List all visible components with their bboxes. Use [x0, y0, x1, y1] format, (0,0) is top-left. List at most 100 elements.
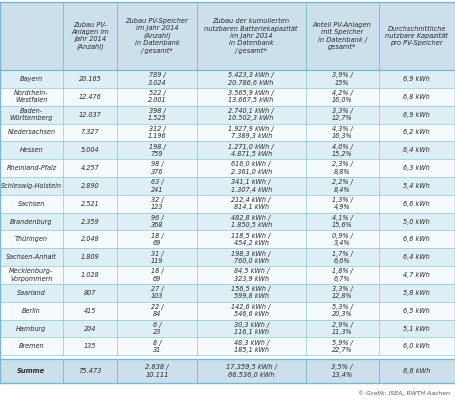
Text: Bayern: Bayern — [20, 76, 43, 82]
Bar — [63, 177, 117, 195]
Text: 142,6 kWh /
546,6 kWh: 142,6 kWh / 546,6 kWh — [232, 304, 271, 317]
Bar — [197, 302, 306, 320]
Text: 6,3 kWh: 6,3 kWh — [404, 165, 430, 171]
Bar — [117, 2, 197, 70]
Text: 96 /
368: 96 / 368 — [151, 215, 163, 228]
Text: 63 /
241: 63 / 241 — [151, 179, 163, 192]
Bar — [379, 284, 455, 302]
Bar — [306, 284, 379, 302]
Text: 3,3% /
12,7%: 3,3% / 12,7% — [332, 108, 353, 121]
Bar — [197, 320, 306, 338]
Bar — [63, 359, 117, 383]
Text: 0,9% /
3,4%: 0,9% / 3,4% — [332, 233, 353, 246]
Text: 212,4 kWh /
814,1 kWh: 212,4 kWh / 814,1 kWh — [232, 197, 271, 210]
Text: 2.890: 2.890 — [81, 183, 99, 189]
Text: 75.473: 75.473 — [78, 368, 102, 374]
Bar — [117, 302, 197, 320]
Bar — [63, 213, 117, 230]
Text: 198,3 kWh /
760,0 kWh: 198,3 kWh / 760,0 kWh — [232, 250, 271, 264]
Text: 7.327: 7.327 — [81, 130, 99, 136]
Bar — [197, 88, 306, 106]
Text: 27 /
103: 27 / 103 — [151, 286, 163, 300]
Bar — [63, 338, 117, 355]
Text: 415: 415 — [84, 308, 96, 314]
Text: 12.476: 12.476 — [79, 94, 101, 100]
Bar — [197, 284, 306, 302]
Bar — [0, 284, 63, 302]
Text: 98 /
376: 98 / 376 — [151, 162, 163, 175]
Text: Zubau PV-
Anlagen im
Jahr 2014
(Anzahl): Zubau PV- Anlagen im Jahr 2014 (Anzahl) — [71, 22, 109, 50]
Bar — [197, 266, 306, 284]
Text: Berlin: Berlin — [22, 308, 41, 314]
Text: 1.028: 1.028 — [81, 272, 99, 278]
Text: 5.423,3 kWh /
20.786,6 kWh: 5.423,3 kWh / 20.786,6 kWh — [228, 72, 274, 86]
Text: 4,7 kWh: 4,7 kWh — [404, 272, 430, 278]
Text: 3,9% /
15%: 3,9% / 15% — [332, 72, 353, 86]
Text: Anteil PV-Anlagen
mit Speicher
in Datenbank /
gesamt*: Anteil PV-Anlagen mit Speicher in Datenb… — [313, 22, 372, 50]
Bar — [117, 284, 197, 302]
Text: 135: 135 — [84, 343, 96, 349]
Text: 20.165: 20.165 — [79, 76, 101, 82]
Text: 482,8 kWh /
1.850,5 kWh: 482,8 kWh / 1.850,5 kWh — [231, 215, 272, 228]
Bar — [379, 2, 455, 70]
Bar — [197, 230, 306, 248]
Bar — [306, 359, 379, 383]
Text: 5,8 kWh: 5,8 kWh — [404, 290, 430, 296]
Bar — [379, 338, 455, 355]
Text: Durchschnittliche
nutzbare Kapazität
pro PV-Speicher: Durchschnittliche nutzbare Kapazität pro… — [385, 26, 448, 46]
Text: Zubau der kumulierten
nutzbaren Batteriekapazität
im Jahr 2014
in Datenbank
/ ge: Zubau der kumulierten nutzbaren Batterie… — [204, 18, 298, 54]
Text: 22 /
84: 22 / 84 — [151, 304, 163, 317]
Bar — [63, 88, 117, 106]
Bar — [63, 70, 117, 88]
Bar — [0, 338, 63, 355]
Text: 3,5% /
13,4%: 3,5% / 13,4% — [332, 364, 353, 378]
Text: 2.638 /
10.111: 2.638 / 10.111 — [145, 364, 169, 378]
Text: 30,3 kWh /
116,1 kWh: 30,3 kWh / 116,1 kWh — [233, 322, 269, 335]
Text: © Grafik: ISEA, RWTH Aachen: © Grafik: ISEA, RWTH Aachen — [359, 390, 450, 396]
Text: 312 /
1.196: 312 / 1.196 — [148, 126, 166, 139]
Bar — [117, 230, 197, 248]
Text: 6,4 kWh: 6,4 kWh — [404, 254, 430, 260]
Text: 789 /
3.024: 789 / 3.024 — [148, 72, 166, 86]
Text: Brandenburg: Brandenburg — [10, 218, 53, 224]
Bar — [117, 88, 197, 106]
Bar — [379, 141, 455, 159]
Bar — [0, 213, 63, 230]
Text: 5,1 kWh: 5,1 kWh — [404, 326, 430, 332]
Text: 4,3% /
16,3%: 4,3% / 16,3% — [332, 126, 353, 139]
Bar — [0, 70, 63, 88]
Text: 204: 204 — [84, 326, 96, 332]
Bar — [0, 302, 63, 320]
Bar — [197, 195, 306, 213]
Text: 2.359: 2.359 — [81, 218, 99, 224]
Bar — [379, 302, 455, 320]
Text: 3,3% /
12,8%: 3,3% / 12,8% — [332, 286, 353, 300]
Bar — [379, 124, 455, 141]
Bar — [197, 359, 306, 383]
Text: 4,2% /
16,0%: 4,2% / 16,0% — [332, 90, 353, 104]
Bar — [379, 230, 455, 248]
Bar — [306, 248, 379, 266]
Text: Thüringen: Thüringen — [15, 236, 48, 242]
Text: Saarland: Saarland — [17, 290, 46, 296]
Text: 12.037: 12.037 — [79, 112, 101, 118]
Text: Mecklenburg-
Vorpommern: Mecklenburg- Vorpommern — [9, 268, 54, 282]
Bar — [117, 141, 197, 159]
Bar — [63, 141, 117, 159]
Bar — [306, 106, 379, 124]
Text: 198 /
759: 198 / 759 — [149, 144, 165, 157]
Bar — [306, 124, 379, 141]
Text: 5,3% /
20,3%: 5,3% / 20,3% — [332, 304, 353, 317]
Bar — [0, 106, 63, 124]
Text: 4,1% /
15,6%: 4,1% / 15,6% — [332, 215, 353, 228]
Text: 2,2% /
8,4%: 2,2% / 8,4% — [332, 179, 353, 192]
Text: Niedersachsen: Niedersachsen — [7, 130, 56, 136]
Text: 5,0 kWh: 5,0 kWh — [404, 218, 430, 224]
Bar — [379, 88, 455, 106]
Bar — [117, 320, 197, 338]
Text: 6,2 kWh: 6,2 kWh — [404, 130, 430, 136]
Bar — [379, 195, 455, 213]
Text: 5.004: 5.004 — [81, 147, 99, 153]
Text: 3.565,9 kWh /
13.667,5 kWh: 3.565,9 kWh / 13.667,5 kWh — [228, 90, 274, 104]
Text: 8 /
31: 8 / 31 — [153, 340, 161, 353]
